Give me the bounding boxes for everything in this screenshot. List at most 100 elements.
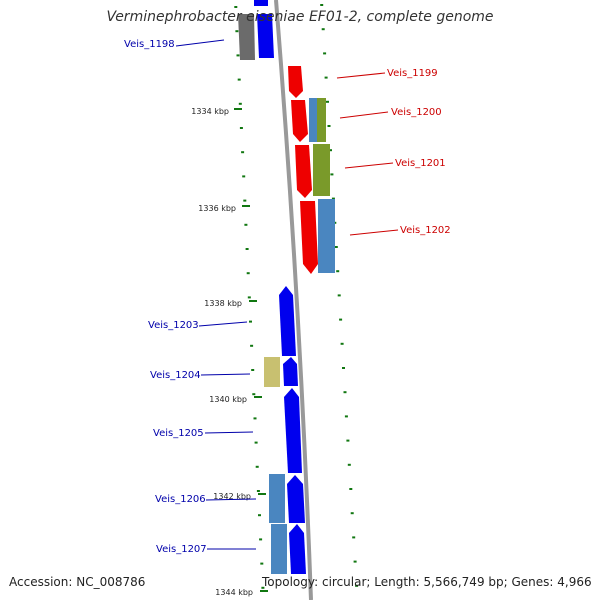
tick-inner — [247, 296, 251, 299]
gene-feature-veis-1201-olive[interactable] — [313, 144, 330, 196]
tick-outer — [352, 536, 356, 539]
tick-outer — [326, 100, 329, 103]
leader-veis-1200 — [339, 111, 389, 119]
leader-veis-1198 — [175, 39, 225, 47]
kbp-tick-1340 — [254, 396, 262, 398]
tick-inner — [249, 320, 252, 323]
tick-outer — [346, 439, 350, 442]
accession-text: Accession: NC_008786 — [9, 575, 146, 589]
gene-feature-veis-1206-steel[interactable] — [269, 474, 285, 523]
gene-feature-veis-1205[interactable] — [284, 388, 302, 473]
gene-feature-veis-1200-olive[interactable] — [317, 98, 326, 142]
gene-label-veis-1203[interactable]: Veis_1203 — [148, 320, 199, 331]
tick-outer — [324, 76, 328, 79]
leader-veis-1199 — [336, 72, 386, 79]
tick-outer — [347, 463, 351, 466]
tick-outer — [336, 270, 340, 273]
tick-inner — [256, 490, 260, 492]
tick-outer — [343, 391, 347, 394]
genome-title: Verminephrobacter eiseniae EF01-2, compl… — [106, 9, 494, 25]
tick-outer — [337, 294, 341, 297]
gene-feature-veis-1201[interactable] — [295, 145, 312, 198]
tick-outer — [349, 488, 353, 490]
kbp-tick-1338 — [249, 300, 257, 302]
gene-feature-veis-1198[interactable] — [257, 14, 274, 58]
leader-veis-1206 — [205, 498, 257, 501]
tick-inner — [239, 127, 243, 129]
kbp-label-1338: 1338 kbp — [204, 299, 242, 308]
gene-feature-veis-1199[interactable] — [288, 66, 303, 98]
gene-feature-veis-1206[interactable] — [287, 475, 305, 523]
leader-veis-1202 — [349, 229, 399, 236]
gene-feature-top-blue[interactable] — [254, 0, 268, 6]
leader-veis-1204 — [200, 373, 251, 376]
kbp-tick-1344 — [260, 590, 268, 592]
gene-label-veis-1200[interactable]: Veis_1200 — [391, 107, 442, 118]
kbp-label-1344: 1344 kbp — [215, 588, 253, 597]
gene-feature-veis-1200[interactable] — [291, 100, 308, 142]
tick-inner — [243, 199, 247, 202]
gene-feature-veis-1202-steel[interactable] — [318, 199, 335, 273]
gene-feature-veis-1204[interactable] — [283, 357, 298, 386]
tick-inner — [234, 6, 238, 8]
gene-feature-veis-1202[interactable] — [300, 201, 318, 274]
kbp-label-1340: 1340 kbp — [209, 395, 247, 404]
gene-feature-veis-1203[interactable] — [279, 286, 296, 356]
tick-inner — [246, 272, 250, 275]
tick-inner — [237, 78, 241, 81]
tick-inner — [252, 393, 256, 396]
tick-outer — [355, 584, 359, 587]
kbp-tick-1334 — [234, 108, 242, 110]
gene-label-veis-1204[interactable]: Veis_1204 — [150, 370, 201, 381]
tick-inner — [254, 441, 258, 444]
tick-inner — [251, 369, 255, 371]
tick-inner — [259, 538, 263, 541]
gene-label-veis-1198[interactable]: Veis_1198 — [124, 39, 175, 50]
gene-label-veis-1199[interactable]: Veis_1199 — [387, 68, 438, 79]
tick-outer — [320, 4, 324, 6]
gene-feature-veis-1207[interactable] — [289, 524, 306, 574]
gene-feature-veis-1200-steel[interactable] — [309, 98, 318, 142]
tick-inner — [235, 30, 239, 33]
gene-labels: Veis_1198 Veis_1199 Veis_1200 Veis_1201 … — [124, 39, 451, 555]
genome-backbone — [274, 0, 313, 601]
tick-outer — [329, 149, 332, 152]
leader-veis-1201 — [344, 162, 394, 169]
gene-label-veis-1201[interactable]: Veis_1201 — [395, 158, 446, 169]
tick-outer — [321, 28, 325, 31]
kbp-tick-1342 — [258, 493, 266, 495]
tick-outer — [340, 342, 344, 345]
gene-feature-veis-1207-steel[interactable] — [271, 524, 287, 574]
tick-outer — [323, 52, 327, 55]
tick-outer — [344, 415, 348, 418]
tick-outer — [350, 512, 354, 515]
tick-inner — [241, 151, 245, 154]
tick-outer — [330, 173, 334, 176]
tick-inner — [253, 417, 257, 420]
tick-outer — [353, 560, 357, 563]
gene-label-veis-1207[interactable]: Veis_1207 — [156, 544, 207, 555]
gene-features — [238, 0, 335, 574]
tick-inner — [258, 514, 261, 517]
tick-inner — [260, 562, 264, 565]
gene-feature-veis-1204-tan[interactable] — [264, 357, 280, 387]
tick-inner — [245, 248, 249, 250]
kbp-scale: 1334 kbp 1336 kbp 1338 kbp 1340 kbp 1342… — [191, 107, 268, 597]
leader-veis-1203 — [198, 321, 248, 327]
gene-label-veis-1202[interactable]: Veis_1202 — [400, 225, 451, 236]
kbp-label-1342: 1342 kbp — [213, 492, 251, 501]
tick-inner — [244, 223, 248, 226]
kbp-label-1334: 1334 kbp — [191, 107, 229, 116]
tick-inner — [255, 465, 259, 468]
tick-inner — [250, 344, 254, 347]
gene-label-veis-1205[interactable]: Veis_1205 — [153, 428, 204, 439]
tick-outer — [342, 367, 345, 369]
tick-outer — [339, 318, 343, 321]
tick-outer — [331, 197, 335, 200]
gene-feature-veis-1198-grey[interactable] — [238, 14, 255, 60]
gene-label-veis-1206[interactable]: Veis_1206 — [155, 494, 206, 505]
genome-summary-text: Topology: circular; Length: 5,566,749 bp… — [262, 575, 592, 589]
tick-inner — [261, 586, 265, 589]
